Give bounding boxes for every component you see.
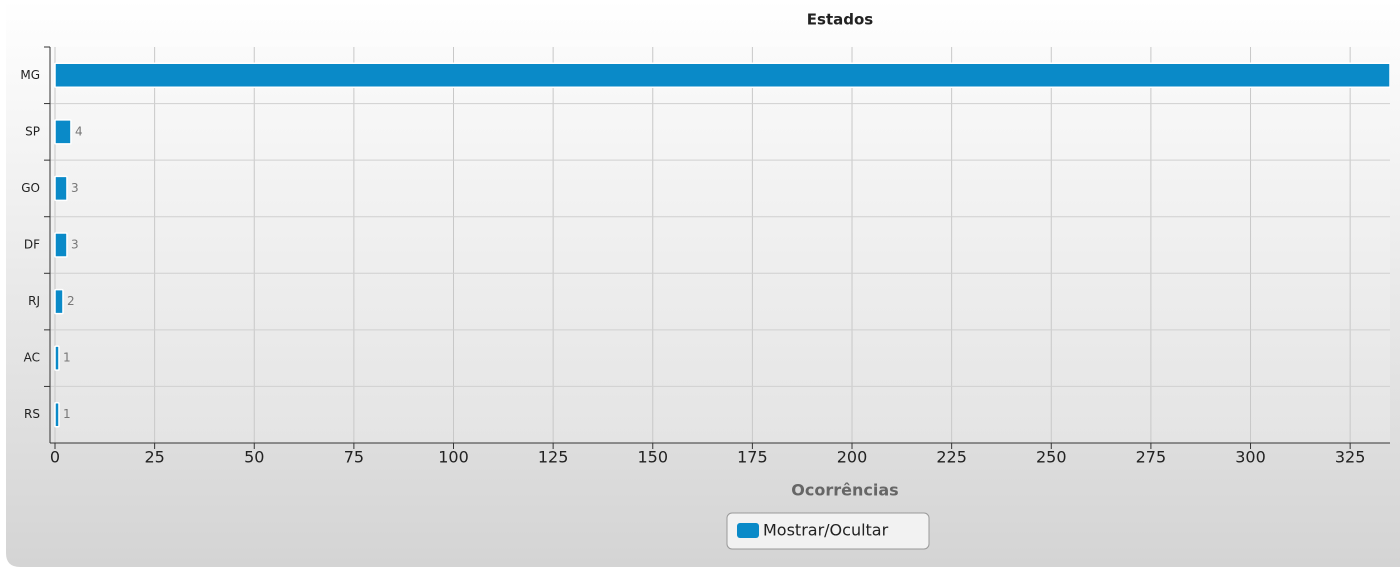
x-tick-label: 225 bbox=[936, 448, 967, 467]
y-tick-label: MG bbox=[20, 68, 40, 82]
x-tick-label: 275 bbox=[1136, 448, 1167, 467]
legend-label[interactable]: Mostrar/Ocultar bbox=[763, 521, 889, 540]
x-tick-label: 175 bbox=[737, 448, 768, 467]
y-tick-label: SP bbox=[25, 124, 40, 138]
data-label: 3 bbox=[71, 181, 79, 195]
bar bbox=[54, 175, 68, 202]
y-tick-label: RJ bbox=[28, 294, 40, 308]
y-tick-label: AC bbox=[24, 351, 40, 365]
x-tick-label: 25 bbox=[144, 448, 164, 467]
bars: 335433211 bbox=[54, 62, 1390, 428]
x-tick-label: 250 bbox=[1036, 448, 1067, 467]
chart-title: Estados bbox=[807, 11, 874, 29]
x-tick-label: 0 bbox=[50, 448, 60, 467]
bar bbox=[54, 232, 68, 258]
bar bbox=[54, 401, 60, 428]
x-tick-label: 125 bbox=[538, 448, 569, 467]
plot-area bbox=[50, 47, 1390, 443]
bar bbox=[54, 288, 64, 315]
legend-box[interactable] bbox=[726, 512, 930, 550]
data-label: 1 bbox=[63, 351, 71, 365]
bar bbox=[54, 62, 1390, 89]
grid bbox=[50, 47, 1390, 449]
data-label: 2 bbox=[67, 294, 75, 308]
data-label: 4 bbox=[75, 124, 83, 138]
x-tick-label: 75 bbox=[344, 448, 364, 467]
legend[interactable]: Mostrar/Ocultar bbox=[726, 512, 930, 550]
x-tick-label: 100 bbox=[438, 448, 469, 467]
y-tick-label: GO bbox=[21, 181, 40, 195]
data-label: 1 bbox=[63, 407, 71, 421]
data-label: 3 bbox=[71, 238, 79, 252]
bar bbox=[54, 119, 72, 145]
x-tick-label: 325 bbox=[1335, 448, 1366, 467]
x-tick-label: 50 bbox=[244, 448, 264, 467]
x-axis-label: Ocorrências bbox=[791, 481, 898, 500]
x-tick-label: 200 bbox=[837, 448, 868, 467]
legend-swatch[interactable] bbox=[737, 523, 759, 538]
bar bbox=[54, 345, 60, 371]
y-tick-label: DF bbox=[24, 238, 40, 252]
y-tick-label: RS bbox=[24, 407, 40, 421]
x-tick-label: 150 bbox=[637, 448, 668, 467]
x-tick-label: 300 bbox=[1235, 448, 1266, 467]
